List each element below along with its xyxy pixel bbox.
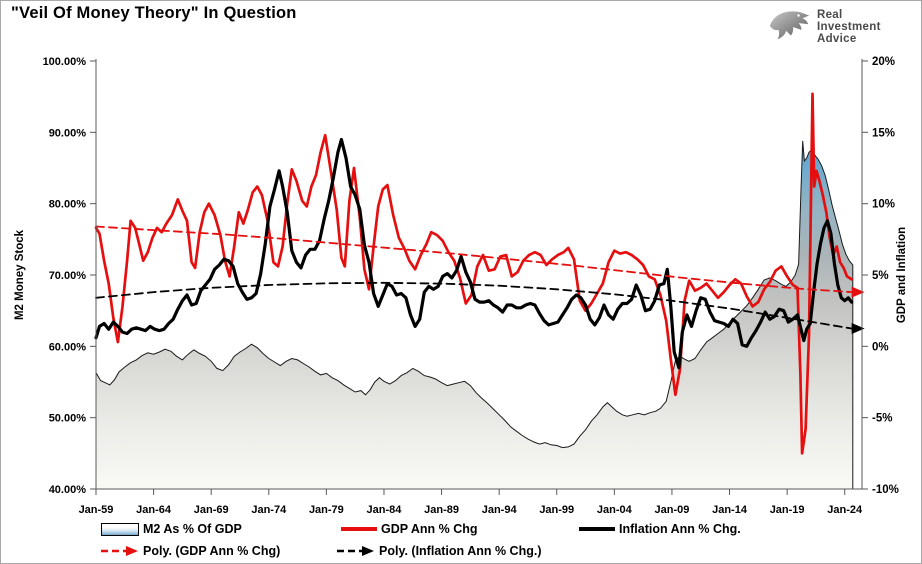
x-tick-label: Jan-69: [194, 504, 229, 516]
logo-text-line2: Investment: [817, 21, 881, 33]
x-tick-label: Jan-79: [309, 504, 344, 516]
ria-eagle-logo-icon: [769, 11, 810, 40]
x-tick-label: Jan-24: [827, 504, 863, 516]
y-right-tick-label: 5%: [872, 270, 889, 282]
logo-text-line3: Advice: [817, 33, 857, 45]
y-left-tick-label: 40.00%: [49, 484, 87, 496]
y-right-tick-label: -5%: [872, 413, 892, 425]
page-title: "Veil Of Money Theory" In Question: [11, 4, 297, 22]
y-right-tick-label: 20%: [872, 56, 895, 68]
x-tick-label: Jan-84: [367, 504, 403, 516]
y-left-tick-label: 50.00%: [49, 413, 87, 425]
trendline-arrowhead-icon: [851, 286, 865, 298]
series-poly-inflation-ann-pct-chg: [95, 281, 853, 330]
y-right-tick-label: 10%: [872, 199, 895, 211]
right-axis-title: GDP and Inflation: [896, 227, 908, 323]
x-tick-label: Jan-59: [79, 504, 114, 516]
y-left-tick-label: 60.00%: [49, 341, 87, 353]
x-tick-label: Jan-89: [424, 504, 459, 516]
y-left-tick-label: 70.00%: [49, 270, 87, 282]
series-poly-gdp-ann-pct-chg: [95, 225, 853, 293]
x-tick-label: Jan-64: [136, 504, 172, 516]
y-right-tick-label: 0%: [872, 341, 889, 353]
x-tick-label: Jan-74: [251, 504, 287, 516]
y-right-tick-label: 15%: [872, 127, 895, 139]
left-axis-title: M2 Money Stock: [14, 229, 26, 320]
x-tick-label: Jan-14: [712, 504, 748, 516]
series-m2-as-pct-of-gdp: [95, 140, 854, 490]
x-tick-label: Jan-99: [539, 504, 574, 516]
ria-logo: Real Investment Advice: [767, 6, 881, 46]
series-inflation-ann-pct-chg: [94, 137, 854, 370]
y-left-tick-label: 90.00%: [49, 127, 87, 139]
logo-text-line1: Real: [817, 9, 843, 21]
x-tick-label: Jan-94: [482, 504, 518, 516]
trendline-arrowhead-icon: [851, 323, 865, 334]
series-gdp-ann-pct-chg: [94, 92, 853, 455]
y-left-tick-label: 80.00%: [49, 199, 87, 211]
y-right-tick-label: -10%: [872, 484, 899, 496]
y-left-tick-label: 100.00%: [43, 56, 87, 68]
x-tick-label: Jan-04: [597, 504, 633, 516]
x-tick-label: Jan-19: [770, 504, 805, 516]
x-tick-label: Jan-09: [655, 504, 690, 516]
